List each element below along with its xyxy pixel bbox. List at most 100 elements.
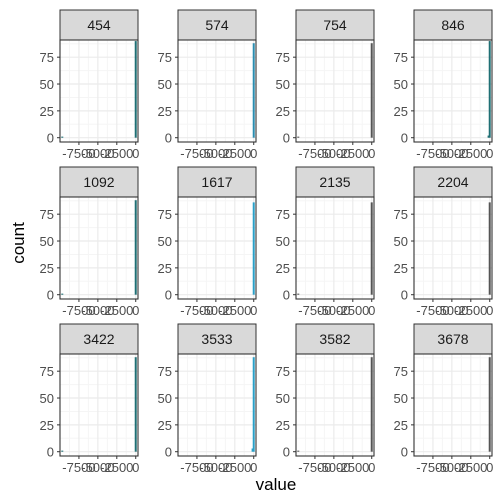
- y-tick-label: 25: [276, 418, 290, 433]
- x-tick-label: -2500: [218, 303, 251, 318]
- x-tick-label: -7500: [298, 460, 331, 475]
- histogram-bar: [370, 357, 373, 452]
- x-axis-title: value: [256, 475, 297, 494]
- x-tick-label: -7500: [62, 146, 95, 161]
- facet-strip-label: 3422: [83, 331, 114, 347]
- x-tick-label: -7500: [180, 146, 213, 161]
- y-tick-label: 75: [40, 207, 54, 222]
- x-tick-label: -2500: [336, 460, 369, 475]
- y-tick-label: 75: [394, 207, 408, 222]
- y-tick-label: 75: [276, 207, 290, 222]
- x-tick-label: 0: [250, 146, 257, 161]
- panel-border: [295, 353, 375, 457]
- facet-strip-label: 1092: [83, 174, 114, 190]
- x-tick-label: -2500: [454, 146, 487, 161]
- y-tick-label: 75: [158, 50, 172, 65]
- facet-strip: [177, 323, 257, 355]
- y-tick-label: 50: [276, 77, 290, 92]
- facet-strip-label: 3582: [319, 331, 350, 347]
- facet-strip-label: 1617: [201, 174, 232, 190]
- facet-strip-label: 3678: [437, 331, 468, 347]
- panel-border: [59, 39, 139, 143]
- x-tick-label: -7500: [180, 303, 213, 318]
- x-tick-label: -2500: [336, 303, 369, 318]
- x-tick-label: 0: [132, 460, 139, 475]
- x-tick-label: -7500: [416, 460, 449, 475]
- y-tick-label: 25: [394, 418, 408, 433]
- x-tick-label: -5000: [81, 303, 114, 318]
- panel-border: [413, 39, 493, 143]
- y-tick-label: 75: [394, 364, 408, 379]
- y-tick-label: 75: [40, 364, 54, 379]
- y-tick-label: 0: [165, 131, 172, 146]
- histogram-bar: [297, 450, 300, 452]
- facet-strip: [177, 9, 257, 41]
- facet-strip-label: 754: [323, 17, 347, 33]
- y-tick-label: 50: [394, 77, 408, 92]
- y-tick-label: 75: [276, 364, 290, 379]
- facet-strip-label: 574: [205, 17, 229, 33]
- x-tick-label: -5000: [435, 303, 468, 318]
- y-tick-label: 50: [394, 391, 408, 406]
- y-tick-label: 0: [165, 445, 172, 460]
- y-tick-label: 0: [401, 445, 408, 460]
- x-tick-label: -7500: [180, 460, 213, 475]
- y-tick-label: 50: [40, 234, 54, 249]
- y-tick-label: 25: [276, 104, 290, 119]
- y-tick-label: 0: [47, 131, 54, 146]
- y-tick-label: 0: [47, 288, 54, 303]
- y-tick-label: 50: [394, 234, 408, 249]
- histogram-bar: [297, 293, 300, 295]
- facet-strip: [59, 166, 139, 198]
- histogram-bar: [488, 202, 491, 295]
- facet-strip-label: 2135: [319, 174, 350, 190]
- x-tick-label: 0: [368, 146, 375, 161]
- facet-strip: [59, 323, 139, 355]
- x-tick-label: 0: [368, 460, 375, 475]
- histogram-bar: [61, 293, 64, 295]
- facet-strip-label: 454: [87, 17, 111, 33]
- x-tick-label: -5000: [81, 146, 114, 161]
- x-tick-label: -7500: [62, 303, 95, 318]
- x-tick-label: 0: [250, 460, 257, 475]
- x-tick-label: -2500: [454, 303, 487, 318]
- x-tick-label: -2500: [100, 146, 133, 161]
- facet-strip-label: 846: [441, 17, 465, 33]
- x-tick-label: 0: [132, 146, 139, 161]
- y-tick-label: 0: [165, 288, 172, 303]
- facet-strip-label: 2204: [437, 174, 468, 190]
- x-tick-label: -2500: [100, 460, 133, 475]
- y-tick-label: 25: [394, 261, 408, 276]
- y-tick-label: 75: [40, 50, 54, 65]
- histogram-bar: [61, 450, 64, 452]
- y-tick-label: 0: [283, 131, 290, 146]
- x-tick-label: -2500: [336, 146, 369, 161]
- histogram-bar: [252, 43, 255, 138]
- y-tick-label: 50: [276, 234, 290, 249]
- facet-strip: [59, 9, 139, 41]
- x-tick-label: -2500: [218, 460, 251, 475]
- facet-strip: [413, 9, 493, 41]
- y-tick-label: 50: [158, 234, 172, 249]
- y-tick-label: 25: [40, 104, 54, 119]
- x-tick-label: 0: [486, 146, 493, 161]
- histogram-bar: [488, 357, 491, 452]
- y-tick-label: 75: [158, 207, 172, 222]
- panel-border: [177, 196, 257, 300]
- y-tick-label: 25: [276, 261, 290, 276]
- y-tick-label: 0: [283, 288, 290, 303]
- histogram-bar: [61, 136, 64, 138]
- y-tick-label: 75: [394, 50, 408, 65]
- histogram-bar: [487, 135, 490, 138]
- x-tick-label: 0: [486, 303, 493, 318]
- x-tick-label: -5000: [317, 460, 350, 475]
- y-tick-label: 50: [158, 77, 172, 92]
